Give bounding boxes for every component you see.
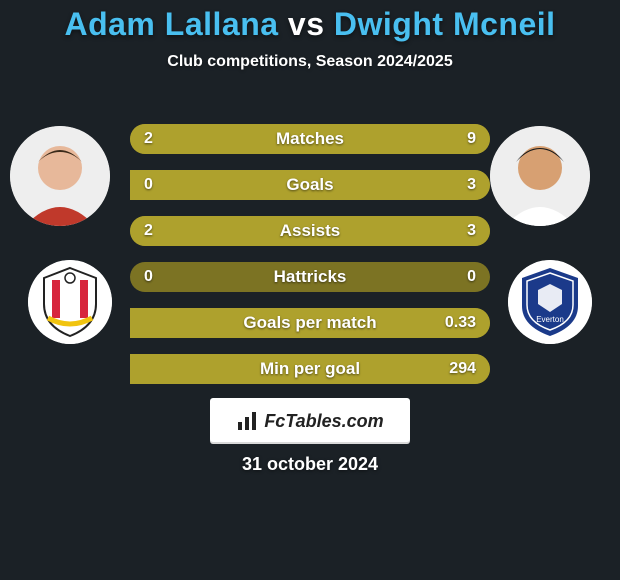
brand-name: FcTables.com	[264, 411, 383, 432]
stat-label: Goals per match	[130, 308, 490, 338]
stat-label: Assists	[130, 216, 490, 246]
stat-row: 00Hattricks	[130, 262, 490, 292]
stat-label: Goals	[130, 170, 490, 200]
stat-label: Hattricks	[130, 262, 490, 292]
player-right-avatar	[490, 126, 590, 226]
subtitle: Club competitions, Season 2024/2025	[0, 53, 620, 71]
svg-text:Everton: Everton	[536, 315, 564, 324]
comparison-card: Adam Lallana vs Dwight Mcneil Club compe…	[0, 0, 620, 580]
date-label: 31 october 2024	[0, 454, 620, 475]
brand-icon	[236, 410, 258, 432]
club-right-badge: Everton	[508, 260, 592, 344]
club-left-badge	[28, 260, 112, 344]
stat-row: 0.33Goals per match	[130, 308, 490, 338]
title-vs: vs	[288, 6, 325, 42]
stat-row: 23Assists	[130, 216, 490, 246]
stat-row: 29Matches	[130, 124, 490, 154]
stat-row: 294Min per goal	[130, 354, 490, 384]
stat-label: Matches	[130, 124, 490, 154]
stat-row: 03Goals	[130, 170, 490, 200]
title-player-left: Adam Lallana	[64, 6, 278, 42]
brand-badge: FcTables.com	[210, 398, 410, 444]
title-player-right: Dwight Mcneil	[334, 6, 556, 42]
stat-label: Min per goal	[130, 354, 490, 384]
page-title: Adam Lallana vs Dwight Mcneil	[0, 6, 620, 43]
stat-bars: 29Matches 03Goals 23Assists 00Hattricks 0.33…	[130, 124, 490, 400]
player-left-avatar	[10, 126, 110, 226]
